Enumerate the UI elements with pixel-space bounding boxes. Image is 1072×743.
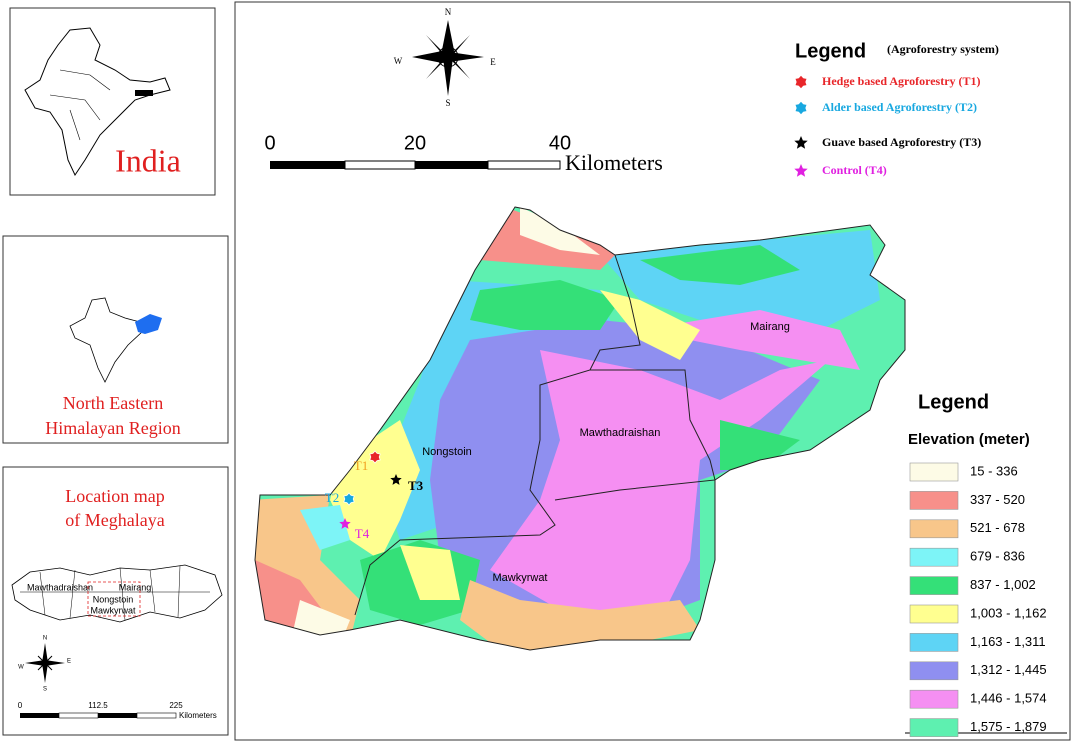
inset-india-label: India xyxy=(115,142,181,178)
legend-swatch xyxy=(909,604,959,624)
inset-region-label: North Eastern xyxy=(63,393,163,413)
scale-label: 20 xyxy=(404,132,426,154)
compass-letter: S xyxy=(445,98,450,108)
legend-label: 1,575 - 1,879 xyxy=(970,719,1047,734)
legend-label: 337 - 520 xyxy=(970,492,1025,507)
elevation-legend-title: Legend xyxy=(918,391,989,413)
india-outline xyxy=(24,27,171,177)
compass-letter: N xyxy=(445,7,452,17)
inset-compass-letter: N xyxy=(43,636,47,642)
meghalaya-highlight xyxy=(135,90,153,96)
inset-place-label: Nongstoin xyxy=(93,594,134,604)
district-boundary xyxy=(254,206,906,651)
site-marker xyxy=(343,492,355,506)
agro-legend-title: Legend xyxy=(795,40,866,62)
elevation-legend-subtitle: Elevation (meter) xyxy=(908,431,1030,448)
legend-swatch xyxy=(909,633,959,652)
legend-label: 1,163 - 1,311 xyxy=(970,634,1046,649)
legend-swatch xyxy=(909,689,959,709)
site-label: T4 xyxy=(355,526,370,541)
scale-segment xyxy=(344,160,416,170)
small-scale-segment xyxy=(98,713,137,718)
inset-meghalaya-title: of Meghalaya xyxy=(65,510,164,530)
meghalaya-outline xyxy=(11,564,223,623)
legend-label: 1,003 - 1,162 xyxy=(970,605,1047,620)
inset-scale-unit: Kilometers xyxy=(179,711,217,720)
legend-swatch xyxy=(909,576,959,595)
inset-compass-letter: S xyxy=(43,687,47,693)
small-scale-segment xyxy=(58,712,99,719)
site-marker xyxy=(339,518,351,529)
inset-region-label: Himalayan Region xyxy=(45,418,180,438)
inset-compass-letter: W xyxy=(18,665,24,671)
legend-label: 15 - 336 xyxy=(970,463,1018,478)
elevation-raster xyxy=(255,207,905,650)
scale-segment xyxy=(487,160,561,170)
legend-symbol xyxy=(794,136,808,149)
legend-symbol xyxy=(794,100,808,116)
legend-label: 1,446 - 1,574 xyxy=(970,691,1047,706)
site-label: T1 xyxy=(354,458,368,473)
legend-swatch xyxy=(909,661,959,681)
inset-compass-letter: E xyxy=(67,659,71,665)
legend-label: Hedge based Agroforestry (T1) xyxy=(822,74,981,88)
place-label: Nongstoin xyxy=(422,446,472,458)
inset-place-label: Mairang xyxy=(119,582,152,592)
ne-region-highlight xyxy=(135,314,162,334)
place-label: Mawkyrwat xyxy=(492,572,547,584)
legend-label: 679 - 836 xyxy=(970,549,1025,564)
main-compass xyxy=(412,20,484,96)
agro-legend-subtitle: (Agroforestry system) xyxy=(887,42,999,56)
small-scale-segment xyxy=(20,713,59,718)
india-states xyxy=(49,69,111,141)
meghalaya-districts xyxy=(20,565,210,621)
inset-place-label: Mawkyrwat xyxy=(90,605,136,615)
legend-label: 521 - 678 xyxy=(970,520,1025,535)
legend-label: Alder based Agroforestry (T2) xyxy=(822,100,977,114)
legend-label: 1,312 - 1,445 xyxy=(970,662,1047,677)
legend-label: Control (T4) xyxy=(822,163,887,177)
legend-swatch xyxy=(909,462,959,482)
legend-swatch xyxy=(909,547,959,567)
legend-swatch xyxy=(909,718,959,737)
block-boundaries xyxy=(354,254,716,616)
place-label: Mawthadraishan xyxy=(580,427,661,439)
inset-meghalaya-title: Location map xyxy=(65,486,164,506)
legend-symbol xyxy=(794,164,808,177)
small-compass xyxy=(25,643,65,683)
legend-swatch xyxy=(909,519,959,539)
legend-label: Guave based Agroforestry (T3) xyxy=(822,135,981,149)
legend-symbol xyxy=(794,74,808,90)
place-label: Mairang xyxy=(750,321,790,333)
compass-letter: W xyxy=(394,56,403,66)
study-area-highlight xyxy=(87,581,141,617)
scale-label: 0 xyxy=(264,132,275,154)
scale-segment xyxy=(415,161,488,169)
legend-label: 837 - 1,002 xyxy=(970,577,1036,592)
inset-place-label: Mawthadraishan xyxy=(27,582,93,592)
legend-swatch xyxy=(909,491,959,510)
site-marker xyxy=(369,450,381,464)
small-scale-segment xyxy=(136,712,177,719)
inset-scale-label: 112.5 xyxy=(88,701,108,710)
site-marker xyxy=(390,474,402,485)
inset-scale-label: 0 xyxy=(18,701,23,710)
site-label: T3 xyxy=(408,478,424,493)
site-label: T2 xyxy=(325,490,339,505)
region-india-outline xyxy=(69,297,157,383)
inset-scale-label: 225 xyxy=(169,701,183,710)
scale-unit: Kilometers xyxy=(565,150,663,175)
scale-segment xyxy=(270,161,345,169)
scale-label: 40 xyxy=(549,132,571,154)
compass-letter: E xyxy=(490,57,496,67)
